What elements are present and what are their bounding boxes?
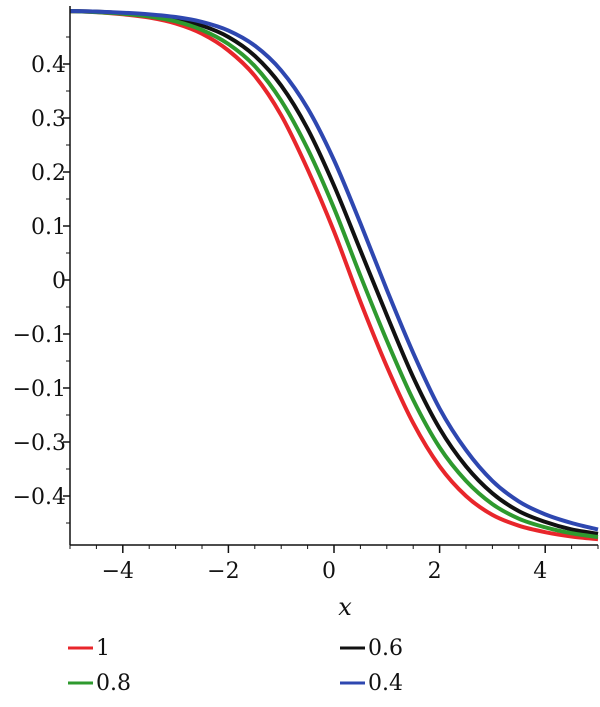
series-line-0-6 [69, 9, 599, 536]
series-line-0-8 [69, 9, 599, 540]
x-tick-label: 4 [533, 559, 547, 584]
y-tick-label: −0.4 [13, 485, 66, 510]
axes [69, 6, 598, 546]
y-tick-label: 0 [52, 269, 66, 294]
y-tick-label: 0.3 [31, 107, 66, 132]
x-tick-label: 0 [322, 559, 336, 584]
legend-label-0-8: 0.8 [96, 671, 131, 696]
legend-label-0-6: 0.6 [368, 636, 403, 661]
series-layer [69, 9, 599, 542]
legend-label-1: 1 [96, 636, 110, 661]
legend: 1 0.6 0.8 0.4 [68, 636, 403, 696]
series-line-1 [69, 9, 599, 542]
y-tick-label: 0.1 [31, 215, 66, 240]
series-line-0-4 [69, 9, 599, 532]
legend-label-0-4: 0.4 [368, 671, 403, 696]
y-tick-label: −0.1 [13, 323, 66, 348]
x-axis-title: x [338, 593, 352, 621]
y-tick-label: 0.2 [31, 161, 66, 186]
y-tick-label: −0.3 [13, 431, 66, 456]
y-tick-label: −0.1 [13, 377, 66, 402]
y-tick-label: 0.4 [31, 53, 66, 78]
x-tick-label: 2 [428, 559, 442, 584]
x-tick-label: −4 [102, 559, 134, 584]
ticks: −4 −2 0 2 4 0.4 0.3 0.2 0.1 0 −0.1 −0.1 −0.3 −0.4 [13, 36, 599, 584]
x-tick-label: −2 [207, 559, 239, 584]
